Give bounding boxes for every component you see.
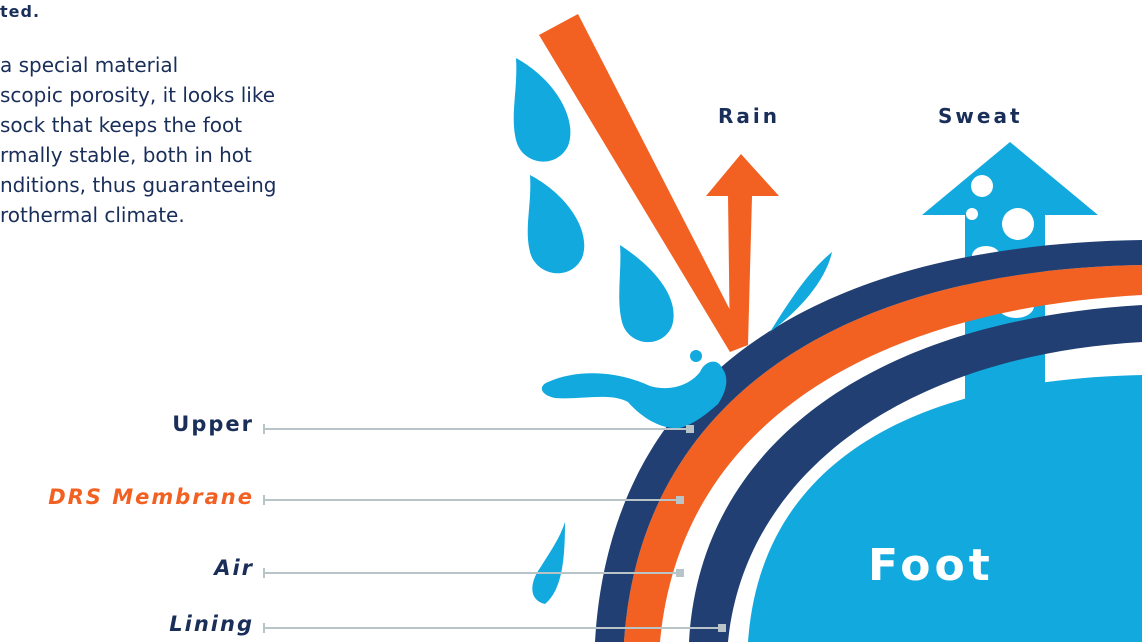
leader-markers bbox=[263, 424, 726, 633]
layer-label-upper: Upper bbox=[172, 412, 254, 436]
layer-label-lining: Lining bbox=[169, 612, 254, 636]
leader-start-tick bbox=[263, 568, 265, 578]
leader-start-tick bbox=[263, 623, 265, 633]
paragraph-line: sock that keeps the foot bbox=[0, 113, 243, 137]
water-drop bbox=[527, 175, 585, 274]
leader-end-marker bbox=[676, 569, 684, 577]
foot-label: Foot bbox=[868, 540, 994, 591]
sweat-bubble bbox=[971, 175, 993, 197]
sweat-label: Sweat bbox=[938, 104, 1023, 128]
layer-label-membrane: DRS Membrane bbox=[48, 485, 254, 509]
paragraph-line: a special material bbox=[0, 53, 179, 77]
section-heading: ted. bbox=[0, 2, 41, 21]
rain-label: Rain bbox=[718, 104, 780, 128]
water-droplet bbox=[690, 350, 702, 362]
description-paragraph: a special material scopic porosity, it l… bbox=[0, 50, 277, 230]
lining-band bbox=[689, 305, 1142, 642]
layer-label-air: Air bbox=[214, 556, 254, 580]
paragraph-line: rothermal climate. bbox=[0, 203, 185, 227]
leader-start-tick bbox=[263, 495, 265, 505]
membrane-band bbox=[624, 265, 1142, 642]
water-drop bbox=[619, 245, 674, 343]
paragraph-line: scopic porosity, it looks like bbox=[0, 83, 276, 107]
paragraph-line: nditions, thus guaranteeing bbox=[0, 173, 277, 197]
leader-end-marker bbox=[686, 425, 694, 433]
sweat-bubble bbox=[966, 208, 978, 220]
water-drop bbox=[770, 252, 832, 332]
water-drops bbox=[513, 58, 832, 604]
leader-end-marker bbox=[676, 496, 684, 504]
sweat-bubble bbox=[1002, 208, 1034, 240]
leader-start-tick bbox=[263, 424, 265, 434]
water-drop bbox=[532, 522, 565, 604]
water-drop bbox=[513, 58, 571, 162]
leader-end-marker bbox=[718, 624, 726, 632]
rain-ray bbox=[539, 14, 748, 352]
paragraph-line: rmally stable, both in hot bbox=[0, 143, 252, 167]
rain-deflection-arrow bbox=[706, 154, 779, 350]
water-splash bbox=[541, 361, 727, 429]
leader-lines bbox=[265, 428, 722, 629]
foot-shape bbox=[748, 375, 1142, 642]
